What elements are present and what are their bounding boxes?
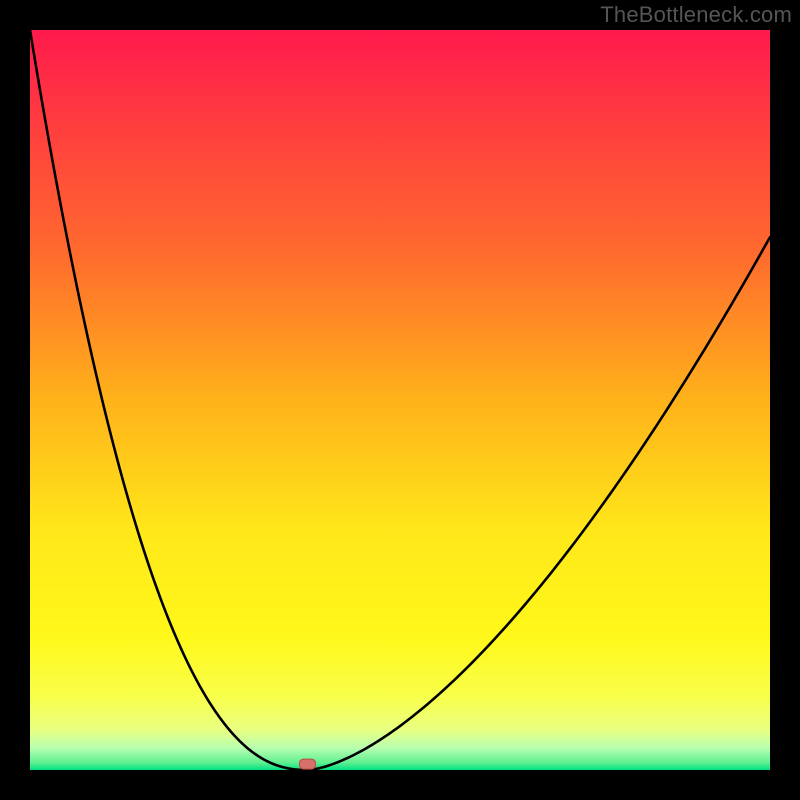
chart-svg xyxy=(0,0,800,800)
watermark-text: TheBottleneck.com xyxy=(600,2,792,28)
optimal-point-marker xyxy=(300,759,316,769)
chart-container: TheBottleneck.com xyxy=(0,0,800,800)
plot-gradient-area xyxy=(30,30,770,770)
